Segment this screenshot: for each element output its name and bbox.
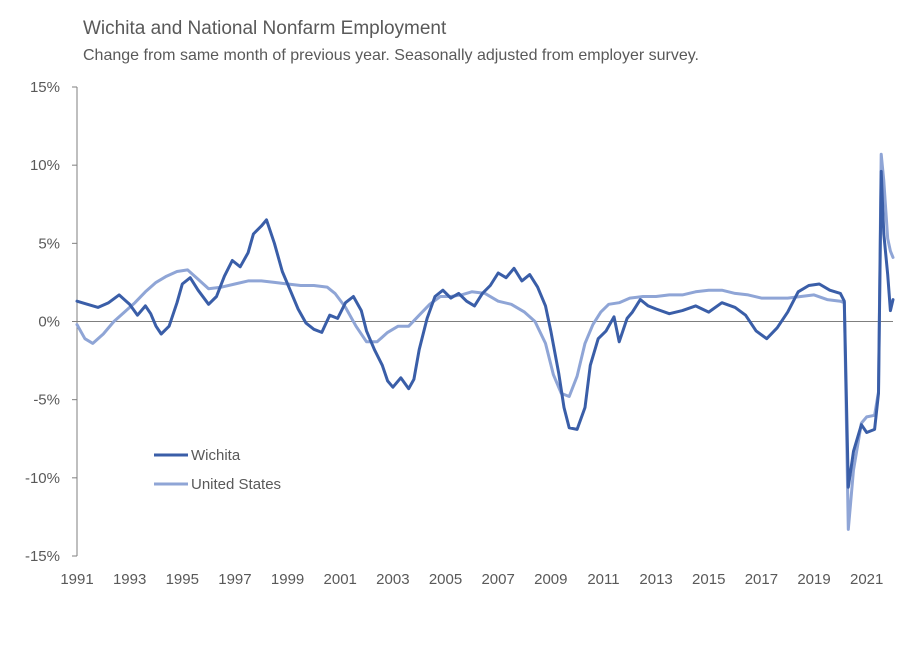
y-tick-label: 0% bbox=[38, 314, 60, 331]
x-tick-label: 2001 bbox=[324, 571, 357, 588]
y-tick-label: -15% bbox=[25, 548, 60, 565]
x-tick-label: 2009 bbox=[534, 571, 567, 588]
x-tick-label: 2011 bbox=[587, 571, 619, 588]
x-tick-label: 1995 bbox=[166, 571, 199, 588]
chart-title: Wichita and National Nonfarm Employment bbox=[83, 18, 447, 39]
x-axis: 1991 1993 1995 1997 1999 2001 2003 2005 2007 2009… bbox=[60, 321, 893, 588]
x-tick-label: 1999 bbox=[271, 571, 304, 588]
y-tick-label: -10% bbox=[25, 470, 60, 487]
series-line-wichita bbox=[75, 169, 895, 489]
x-tick-label: 2021 bbox=[850, 571, 883, 588]
legend-label: United States bbox=[191, 476, 281, 493]
legend: Wichita United States bbox=[154, 447, 281, 493]
x-tick-label: 2015 bbox=[692, 571, 725, 588]
x-tick-label: 2007 bbox=[481, 571, 514, 588]
series-lines bbox=[75, 152, 895, 531]
y-axis: 15% 10% 5% 0% -5% -10% -15% bbox=[25, 79, 78, 565]
legend-label: Wichita bbox=[191, 447, 241, 464]
x-tick-label: 2013 bbox=[639, 571, 672, 588]
x-tick-label: 2003 bbox=[376, 571, 409, 588]
x-tick-label: 1997 bbox=[218, 571, 251, 588]
chart-subtitle: Change from same month of previous year.… bbox=[83, 47, 699, 64]
x-tick-label: 1993 bbox=[113, 571, 146, 588]
series-line-united-states bbox=[75, 152, 895, 531]
y-tick-label: 5% bbox=[38, 235, 60, 252]
y-tick-label: 10% bbox=[30, 157, 60, 174]
x-tick-label: 1991 bbox=[60, 571, 93, 588]
x-tick-label: 2017 bbox=[745, 571, 778, 588]
y-tick-label: -5% bbox=[33, 392, 60, 409]
y-tick-label: 15% bbox=[30, 79, 60, 96]
x-tick-label: 2005 bbox=[429, 571, 462, 588]
x-tick-label: 2019 bbox=[797, 571, 830, 588]
